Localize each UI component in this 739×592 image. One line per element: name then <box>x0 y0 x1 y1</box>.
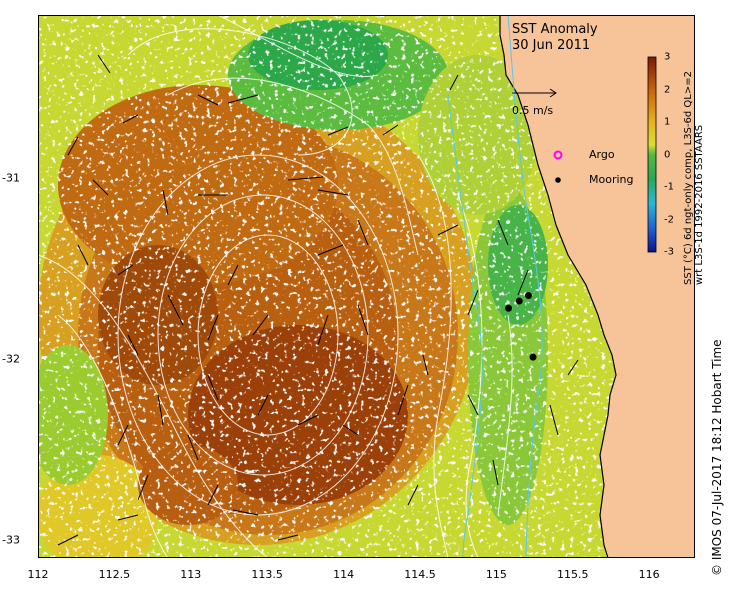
colorbar <box>647 56 657 253</box>
argo-legend-marker <box>553 150 563 160</box>
map-title: SST Anomaly <box>512 22 598 37</box>
colorbar-tick-label: -3 <box>664 246 674 258</box>
colorbar-label-line2: wrt L3S-1d 1992-2016 SSTAARS <box>694 124 705 285</box>
speed-reference-arrow <box>512 88 557 98</box>
land-mass <box>499 15 695 558</box>
y-tick-label: -32 <box>2 352 20 366</box>
x-tick-label: 114 <box>333 568 355 581</box>
x-tick-label: 112 <box>27 568 49 581</box>
x-tick-label: 112.5 <box>98 568 131 581</box>
mooring-marker <box>505 304 513 312</box>
map-title-block: SST Anomaly 30 Jun 2011 <box>512 22 598 54</box>
argo-legend-label: Argo <box>589 148 615 161</box>
x-tick-label: 115 <box>485 568 507 581</box>
current-vectors <box>57 54 579 546</box>
colorbar-tick-label: 2 <box>664 84 671 95</box>
y-tick-label: -31 <box>2 171 20 185</box>
map-date: 30 Jun 2011 <box>512 38 591 53</box>
sst-anomaly-map <box>38 15 695 558</box>
colorbar-tick-label: 1 <box>664 116 671 128</box>
speed-reference-label: 0.5 m/s <box>512 104 554 117</box>
mooring-marker <box>524 292 532 300</box>
mooring-markers <box>505 292 537 361</box>
mooring-marker <box>529 353 537 361</box>
bathymetry-lines <box>447 15 543 558</box>
y-tick-label: -33 <box>2 533 20 547</box>
colorbar-tick-label: 3 <box>664 51 671 63</box>
colorbar-tick-label: -2 <box>664 214 674 225</box>
x-tick-label: 113.5 <box>251 568 283 581</box>
x-tick-label: 114.5 <box>404 568 436 581</box>
colorbar-label: SST (°C) 6d ngt-only comp, L3S-6d QL>=2 … <box>683 71 705 285</box>
imos-credit-text: © IMOS 07-Jul-2017 18:12 Hobart Time <box>710 339 724 576</box>
x-tick-label: 113 <box>180 568 202 581</box>
mooring-legend-label: Mooring <box>589 173 634 186</box>
x-tick-label: 115.5 <box>557 568 589 581</box>
x-tick-label: 116 <box>638 568 660 581</box>
colorbar-tick-label: 0 <box>664 149 671 160</box>
mooring-legend-marker <box>555 177 561 183</box>
colorbar-tick-label: -1 <box>664 181 674 193</box>
mooring-marker <box>515 297 523 305</box>
imos-credit: © IMOS 07-Jul-2017 18:12 Hobart Time <box>710 339 724 588</box>
